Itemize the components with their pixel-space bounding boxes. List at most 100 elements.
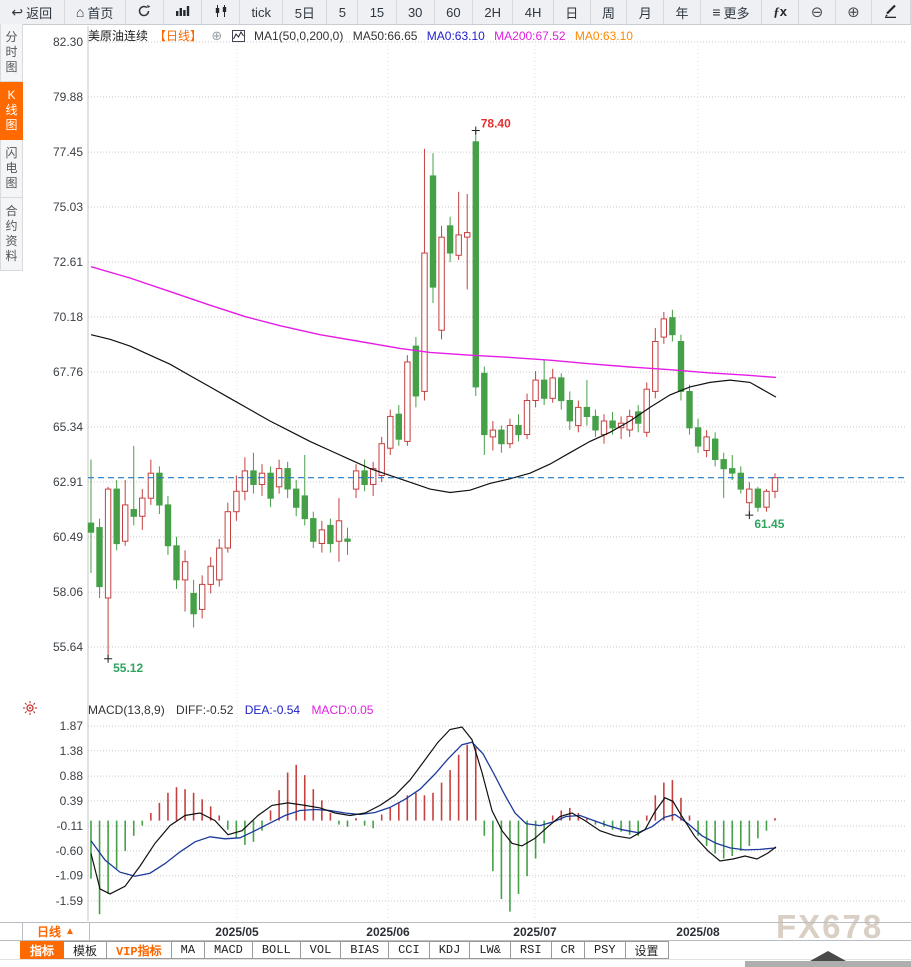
ma200-value: MA200:67.52 (494, 29, 566, 43)
refresh-icon (137, 4, 151, 21)
back-button[interactable]: ↩ 返回 (0, 0, 65, 24)
tab-psy[interactable]: PSY (584, 941, 626, 959)
scrollbar-thumb[interactable] (745, 961, 911, 967)
axis-row-bottom-border (0, 940, 911, 941)
svg-text:-0.60: -0.60 (56, 844, 84, 858)
zoom-in-icon: ⊕ (847, 3, 860, 21)
period-30-button[interactable]: 30 (397, 0, 435, 24)
tab-template[interactable]: 模板 (64, 941, 108, 959)
sidebar-item-time-chart[interactable]: 分时图 (0, 24, 23, 82)
ma0-orange-value: MA0:63.10 (574, 29, 633, 43)
tab-rsi[interactable]: RSI (510, 941, 552, 959)
add-indicator-icon[interactable]: ⊕ (211, 28, 223, 43)
tab-macd[interactable]: MACD (205, 941, 253, 959)
back-icon: ↩ (11, 3, 24, 20)
period-2h-button-label: 2H (484, 4, 502, 20)
period-4h-button-label: 4H (524, 4, 542, 20)
macd-histogram (90, 744, 776, 915)
period-60-button[interactable]: 60 (435, 0, 474, 24)
indicator-eye-icon[interactable] (22, 700, 38, 716)
period-2h-button[interactable]: 2H (473, 0, 514, 24)
refresh-button[interactable] (126, 0, 164, 24)
period-month-button[interactable]: 月 (627, 0, 665, 24)
svg-text:-1.59: -1.59 (56, 894, 84, 908)
svg-text:79.88: 79.88 (53, 90, 83, 104)
price-grid: 82.30 79.88 77.45 75.03 72.61 70.18 67.76 65.34… (53, 35, 906, 654)
sidebar-item-contract-info[interactable]: 合约资料 (0, 198, 23, 271)
fx-button[interactable]: ƒx (762, 0, 800, 24)
ma0-blue-value: MA0:63.10 (426, 29, 485, 43)
period-selector[interactable]: 日线 ▲ (22, 923, 90, 940)
chevron-up-icon: ▲ (65, 926, 75, 937)
svg-text:-0.11: -0.11 (57, 819, 84, 833)
svg-text:70.18: 70.18 (53, 310, 83, 324)
period-30-button-label: 30 (407, 4, 423, 20)
period-5-button[interactable]: 5 (327, 0, 359, 24)
menu-icon: ≡ (712, 3, 721, 20)
ma-settings-label: MA1(50,0,200,0) (253, 29, 344, 43)
period-15-button[interactable]: 15 (358, 0, 397, 24)
svg-text:72.61: 72.61 (53, 255, 83, 269)
tab-vol[interactable]: VOL (300, 941, 342, 959)
candlestick-icon (214, 4, 228, 21)
svg-text:62.91: 62.91 (53, 475, 83, 489)
period-week-button[interactable]: 周 (591, 0, 628, 24)
period-month-button-label: 月 (638, 5, 652, 21)
x-axis-label: 2025/08 (676, 925, 720, 939)
macd-dea-value: DEA:-0.54 (244, 703, 301, 717)
tab-cr[interactable]: CR (551, 941, 585, 959)
tab-indicator[interactable]: 指标 (20, 941, 65, 959)
svg-text:0.88: 0.88 (60, 769, 84, 783)
period-tick-button[interactable]: tick (240, 0, 284, 24)
macd-params: MACD(13,8,9) (88, 703, 165, 717)
tab-boll[interactable]: BOLL (252, 941, 301, 959)
horizontal-scrollbar[interactable] (0, 951, 911, 967)
home-button-label: 首页 (87, 5, 114, 21)
candles[interactable] (87, 130, 779, 659)
draw-button[interactable] (872, 0, 911, 24)
scroll-up-arrow-icon[interactable] (810, 951, 846, 961)
period-tag: 【日线】 (154, 29, 203, 43)
period-year-button[interactable]: 年 (664, 0, 701, 24)
axis-row-top-border (0, 922, 911, 923)
period-5day-button-label: 5日 (294, 5, 315, 21)
annotation-78.40: 78.40 (481, 117, 511, 131)
period-4h-button[interactable]: 4H (513, 0, 554, 24)
svg-text:77.45: 77.45 (53, 145, 83, 159)
ma-settings-icon[interactable] (231, 30, 245, 45)
tab-vip-indicator[interactable]: VIP指标 (107, 941, 172, 959)
bar-chart-icon (175, 4, 190, 20)
period-week-button-label: 周 (601, 5, 615, 21)
zoom-in-button[interactable]: ⊕ (836, 0, 873, 24)
tab-bias[interactable]: BIAS (341, 941, 390, 959)
svg-text:82.30: 82.30 (53, 35, 83, 49)
macd-value: MACD:0.05 (311, 703, 374, 717)
annotation-61.45: 61.45 (754, 517, 784, 531)
top-toolbar: ↩ 返回 ⌂ 首页 tick 5日 5 15 30 60 2H 4H 日周 月 年 ≡ 更多 ƒx ⊖ ⊕ (0, 0, 911, 25)
period-5day-button[interactable]: 5日 (283, 0, 328, 24)
tab-kdj[interactable]: KDJ (429, 941, 471, 959)
chart-type-bar-button[interactable] (164, 0, 203, 24)
period-year-button-label: 年 (675, 5, 689, 21)
tab-ma[interactable]: MA (171, 941, 206, 959)
svg-text:60.49: 60.49 (53, 530, 83, 544)
tab-settings[interactable]: 设置 (625, 941, 669, 959)
dea-line (90, 741, 777, 877)
sidebar-item-flash-chart[interactable]: 闪电图 (0, 140, 23, 198)
tab-lw[interactable]: LW& (470, 941, 511, 959)
x-axis-label: 2025/05 (215, 925, 259, 939)
zoom-out-icon: ⊖ (810, 3, 824, 21)
tab-cci[interactable]: CCI (389, 941, 430, 959)
vertical-grid (87, 26, 699, 921)
macd-lines (90, 726, 777, 895)
home-button[interactable]: ⌂ 首页 (65, 0, 126, 24)
zoom-out-button[interactable]: ⊖ (799, 0, 836, 24)
chart-type-candle-button[interactable] (202, 0, 241, 24)
period-day-button[interactable]: 日 (554, 0, 591, 24)
more-button[interactable]: ≡ 更多 (701, 0, 762, 24)
period-5-button-label: 5 (338, 4, 346, 20)
